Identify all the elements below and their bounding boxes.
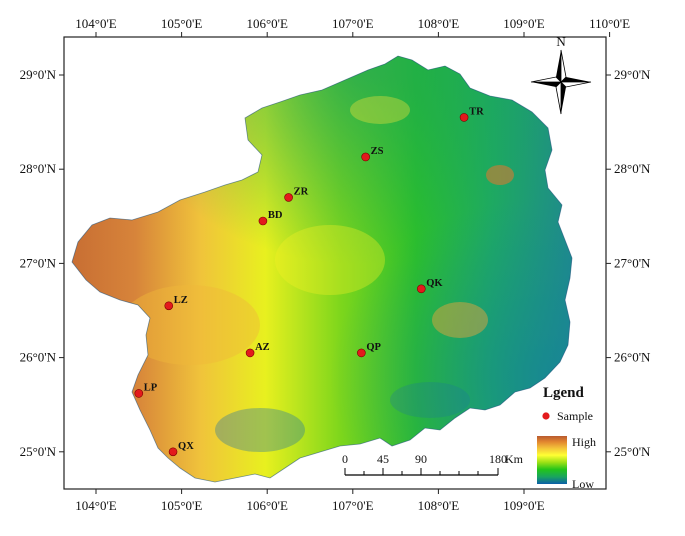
sample-label-qp: QP	[366, 342, 381, 353]
bottom-tick-label: 109°0'E	[503, 498, 545, 513]
right-tick-label: 25°0'N	[614, 444, 651, 459]
sample-points: TR ZS ZR BD LZ QK AZ QP LP QX	[134, 106, 484, 457]
legend-sample-label: Sample	[557, 409, 593, 423]
left-latitude-ticks: 29°0'N 28°0'N 27°0'N 26°0'N 25°0'N	[20, 67, 64, 459]
legend-high-label: High	[572, 435, 596, 449]
sample-label-bd: BD	[268, 210, 283, 221]
sample-label-lp: LP	[144, 382, 158, 393]
sample-point-az	[245, 348, 255, 358]
top-tick-label: 109°0'E	[503, 16, 545, 31]
bottom-tick-label: 108°0'E	[418, 498, 460, 513]
right-tick-label: 29°0'N	[614, 67, 651, 82]
sample-label-tr: TR	[469, 106, 484, 117]
right-tick-label: 28°0'N	[614, 161, 651, 176]
sample-label-az: AZ	[255, 342, 270, 353]
bottom-tick-label: 107°0'E	[332, 498, 374, 513]
left-tick-label: 29°0'N	[20, 67, 57, 82]
north-label: N	[556, 34, 566, 49]
sample-point-lp	[134, 389, 144, 398]
left-tick-label: 28°0'N	[20, 161, 57, 176]
top-tick-label: 108°0'E	[418, 16, 460, 31]
sample-point-lz	[164, 301, 174, 311]
bottom-tick-label: 106°0'E	[246, 498, 288, 513]
sample-point-bd	[258, 216, 268, 226]
right-tick-label: 27°0'N	[614, 255, 651, 270]
legend-color-ramp	[537, 436, 567, 484]
top-tick-label: 104°0'E	[75, 16, 117, 31]
scale-unit: Km	[505, 452, 524, 466]
bottom-tick-label: 105°0'E	[161, 498, 203, 513]
sample-point-qk	[416, 284, 426, 294]
top-longitude-ticks: 104°0'E 105°0'E 106°0'E 107°0'E 108°0'E 109°0…	[75, 16, 630, 37]
sample-point-zr	[284, 193, 293, 202]
right-tick-label: 26°0'N	[614, 350, 651, 365]
sample-point-zs	[361, 152, 370, 162]
legend-title: Lgend	[543, 385, 585, 401]
sample-label-zs: ZS	[371, 146, 384, 157]
top-tick-label: 106°0'E	[246, 16, 288, 31]
legend-sample-symbol	[542, 412, 550, 420]
bottom-tick-label: 104°0'E	[75, 498, 117, 513]
left-tick-label: 27°0'N	[20, 255, 57, 270]
bottom-longitude-ticks: 104°0'E 105°0'E 106°0'E 107°0'E 108°0'E 109°0…	[75, 489, 545, 513]
scale-label-45: 45	[377, 452, 389, 466]
sample-label-qk: QK	[426, 278, 443, 289]
sample-label-qx: QX	[178, 441, 194, 452]
scale-label-180: 180	[489, 452, 507, 466]
scale-label-90: 90	[415, 452, 427, 466]
sample-point-tr	[459, 113, 469, 122]
legend: Lgend Sample High Low	[537, 385, 596, 491]
north-arrow-icon: N	[530, 34, 592, 115]
sample-label-lz: LZ	[174, 295, 188, 306]
right-latitude-ticks: 29°0'N 28°0'N 27°0'N 26°0'N 25°0'N	[606, 67, 651, 459]
legend-low-label: Low	[572, 477, 594, 491]
sample-point-qp	[357, 348, 366, 358]
left-tick-label: 25°0'N	[20, 444, 57, 459]
sample-point-qx	[168, 447, 178, 457]
left-tick-label: 26°0'N	[20, 350, 57, 365]
top-tick-label: 105°0'E	[161, 16, 203, 31]
scale-label-0: 0	[342, 452, 348, 466]
scale-bar: 0 45 90 180 Km	[342, 452, 524, 476]
top-tick-label: 110°0'E	[589, 16, 630, 31]
top-tick-label: 107°0'E	[332, 16, 374, 31]
sample-label-zr: ZR	[294, 186, 309, 197]
